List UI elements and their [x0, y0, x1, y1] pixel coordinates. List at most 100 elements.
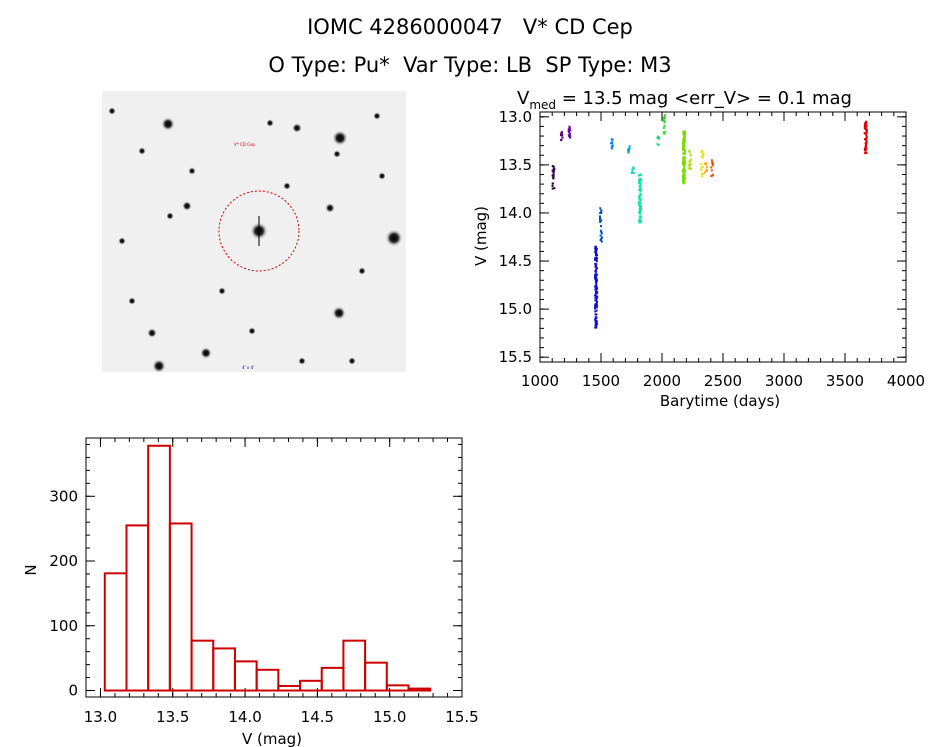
histogram-ylabel: N [22, 564, 40, 575]
light-curve-point [682, 171, 685, 174]
light-curve-point [689, 162, 692, 165]
light-curve-point [864, 152, 867, 155]
light-curve-point [656, 135, 659, 138]
field-star [378, 172, 386, 180]
light-curve-point [595, 316, 598, 319]
light-curve-point [639, 174, 642, 177]
light-curve-point [595, 291, 598, 294]
light-curve-point [595, 273, 598, 276]
light-curve-point [627, 149, 630, 152]
light-curve-point [595, 277, 598, 280]
light-curve-point [594, 321, 597, 324]
light-curve-point [681, 176, 684, 179]
light-curve-point [683, 130, 686, 133]
light-curve-point [683, 167, 686, 170]
light-curve-point [711, 162, 714, 165]
light-curve-point [599, 218, 602, 221]
light-curve-point [681, 148, 684, 151]
light-curve-point [610, 142, 613, 145]
histogram-xlabel: V (mag) [242, 730, 302, 747]
light-curve-point [638, 207, 641, 210]
light-curve-point [639, 180, 642, 183]
light-curve-point [704, 162, 707, 165]
light-curve-point [552, 173, 555, 176]
light-curve-point [682, 138, 685, 141]
light-curve-point [864, 144, 867, 147]
field-star [298, 357, 306, 365]
light-curve-point [552, 169, 555, 172]
light-curve-point [683, 178, 686, 181]
light-curve-point [594, 303, 597, 306]
light-curve-point [595, 258, 598, 261]
histogram-bar [103, 572, 128, 692]
light-curve-point [682, 170, 685, 173]
light-curve-point [594, 247, 597, 250]
light-curve-point [595, 279, 598, 282]
plot-title-line1: IOMC 4286000047 V* CD Cep [307, 15, 633, 39]
light-curve-point [595, 288, 598, 291]
light-curve-point [595, 319, 598, 322]
light-curve-point [594, 275, 597, 278]
light-curve-point [594, 276, 597, 279]
light-curve-point [683, 165, 686, 168]
light-curve-point [689, 154, 692, 157]
light-curve-point [683, 160, 686, 163]
light-curve-point [663, 124, 666, 127]
light-curve-point [682, 131, 685, 134]
light-curve-point [599, 218, 602, 221]
light-curve-point [595, 324, 598, 327]
light-curve-point [595, 297, 598, 300]
light-curve-point [865, 130, 868, 133]
light-curve-point [683, 152, 686, 155]
light-curve-point [599, 215, 602, 218]
light-curve-point [560, 138, 563, 141]
light-curve-point [682, 178, 685, 181]
light-curve-point [663, 115, 666, 118]
light-curve-point [639, 209, 642, 212]
light-curve-point [638, 204, 641, 207]
light-curve-point [682, 133, 685, 136]
light-curve-point [569, 129, 572, 132]
light-curve-point [639, 178, 642, 181]
light-curve-point [639, 209, 642, 212]
histogram-bar [125, 524, 150, 692]
histogram-ytick-label: 300 [49, 487, 78, 505]
light-curve-point [700, 169, 703, 172]
light-curve-point [711, 173, 714, 176]
light-curve-point [561, 136, 564, 139]
light-curve-point [596, 287, 599, 290]
light-curve-point [595, 313, 598, 316]
light-curve-point [560, 133, 563, 136]
light-curve-point [627, 151, 630, 154]
light-curve-point [711, 174, 714, 177]
light-curve-point [864, 144, 867, 147]
light-curve-point [595, 285, 598, 288]
light-curve-point [638, 205, 641, 208]
light-curve-point [595, 245, 598, 248]
light-curve-point [662, 127, 665, 130]
light-curve-xtick-label: 2000 [643, 372, 681, 390]
light-curve-point [702, 152, 705, 155]
light-curve-point [594, 321, 597, 324]
light-curve-point [688, 160, 691, 163]
light-curve-point [682, 141, 685, 144]
field-star [118, 237, 126, 245]
light-curve-point [567, 129, 570, 132]
light-curve-point [682, 136, 685, 139]
light-curve-point [639, 202, 642, 205]
histogram-bar [364, 661, 388, 692]
light-curve-point [600, 211, 603, 214]
histogram-bar [320, 666, 345, 692]
histogram-ytick-label: 0 [68, 682, 78, 700]
light-curve-point [702, 172, 705, 175]
light-curve-point [657, 143, 660, 146]
light-curve-point [595, 286, 598, 289]
light-curve-point [567, 128, 570, 131]
light-curve-point [638, 219, 641, 222]
light-curve-point [682, 157, 685, 160]
light-curve-frame [539, 111, 907, 363]
light-curve-point [595, 259, 598, 262]
light-curve-point [595, 256, 598, 259]
light-curve-point [711, 161, 714, 164]
light-curve-point [552, 175, 555, 178]
